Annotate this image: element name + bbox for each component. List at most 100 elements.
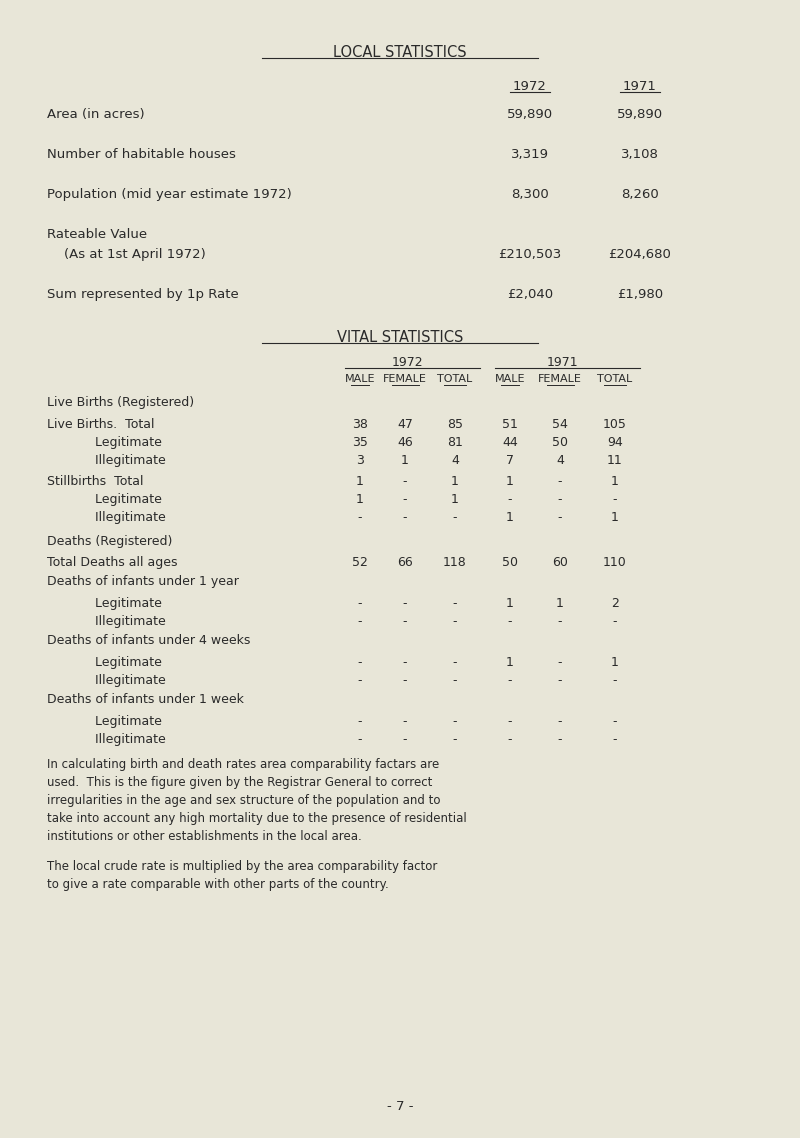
Text: - 7 -: - 7 - — [386, 1100, 414, 1113]
Text: £204,680: £204,680 — [609, 248, 671, 261]
Text: 47: 47 — [397, 418, 413, 431]
Text: -: - — [358, 674, 362, 687]
Text: 11: 11 — [607, 454, 623, 467]
Text: -: - — [358, 511, 362, 523]
Text: MALE: MALE — [345, 374, 375, 384]
Text: MALE: MALE — [494, 374, 526, 384]
Text: 1: 1 — [506, 475, 514, 488]
Text: -: - — [453, 733, 458, 747]
Text: -: - — [402, 733, 407, 747]
Text: 81: 81 — [447, 436, 463, 450]
Text: Legitimate: Legitimate — [47, 715, 162, 728]
Text: 105: 105 — [603, 418, 627, 431]
Text: 8,300: 8,300 — [511, 188, 549, 201]
Text: -: - — [402, 655, 407, 669]
Text: Deaths (Registered): Deaths (Registered) — [47, 535, 172, 549]
Text: 8,260: 8,260 — [621, 188, 659, 201]
Text: 1: 1 — [556, 597, 564, 610]
Text: Sum represented by 1p Rate: Sum represented by 1p Rate — [47, 288, 238, 300]
Text: -: - — [453, 655, 458, 669]
Text: -: - — [358, 597, 362, 610]
Text: 1: 1 — [611, 475, 619, 488]
Text: 51: 51 — [502, 418, 518, 431]
Text: 118: 118 — [443, 556, 467, 569]
Text: In calculating birth and death rates area comparability factars are
used.  This : In calculating birth and death rates are… — [47, 758, 466, 843]
Text: £210,503: £210,503 — [498, 248, 562, 261]
Text: 1: 1 — [611, 511, 619, 523]
Text: 46: 46 — [397, 436, 413, 450]
Text: 1971: 1971 — [546, 356, 578, 369]
Text: 3: 3 — [356, 454, 364, 467]
Text: Legitimate: Legitimate — [47, 655, 162, 669]
Text: 1: 1 — [506, 511, 514, 523]
Text: -: - — [558, 615, 562, 628]
Text: Legitimate: Legitimate — [47, 436, 162, 450]
Text: Illegitimate: Illegitimate — [47, 674, 166, 687]
Text: Rateable Value: Rateable Value — [47, 228, 147, 241]
Text: -: - — [358, 733, 362, 747]
Text: (As at 1st April 1972): (As at 1st April 1972) — [47, 248, 206, 261]
Text: The local crude rate is multiplied by the area comparability factor
to give a ra: The local crude rate is multiplied by th… — [47, 860, 438, 891]
Text: Stillbirths  Total: Stillbirths Total — [47, 475, 143, 488]
Text: Deaths of infants under 1 year: Deaths of infants under 1 year — [47, 575, 239, 588]
Text: -: - — [508, 733, 512, 747]
Text: -: - — [613, 493, 618, 506]
Text: Population (mid year estimate 1972): Population (mid year estimate 1972) — [47, 188, 292, 201]
Text: -: - — [558, 475, 562, 488]
Text: 1: 1 — [506, 655, 514, 669]
Text: -: - — [402, 475, 407, 488]
Text: 1: 1 — [611, 655, 619, 669]
Text: 54: 54 — [552, 418, 568, 431]
Text: -: - — [358, 655, 362, 669]
Text: -: - — [508, 615, 512, 628]
Text: -: - — [453, 674, 458, 687]
Text: -: - — [508, 493, 512, 506]
Text: -: - — [558, 655, 562, 669]
Text: Legitimate: Legitimate — [47, 493, 162, 506]
Text: 44: 44 — [502, 436, 518, 450]
Text: 1: 1 — [356, 475, 364, 488]
Text: 1: 1 — [451, 493, 459, 506]
Text: -: - — [453, 597, 458, 610]
Text: -: - — [402, 715, 407, 728]
Text: VITAL STATISTICS: VITAL STATISTICS — [337, 330, 463, 345]
Text: 1971: 1971 — [623, 80, 657, 93]
Text: -: - — [613, 674, 618, 687]
Text: 4: 4 — [556, 454, 564, 467]
Text: -: - — [402, 674, 407, 687]
Text: Deaths of infants under 4 weeks: Deaths of infants under 4 weeks — [47, 634, 250, 648]
Text: -: - — [613, 733, 618, 747]
Text: Live Births (Registered): Live Births (Registered) — [47, 396, 194, 409]
Text: -: - — [558, 715, 562, 728]
Text: 59,890: 59,890 — [617, 108, 663, 121]
Text: -: - — [453, 511, 458, 523]
Text: £2,040: £2,040 — [507, 288, 553, 300]
Text: 50: 50 — [552, 436, 568, 450]
Text: -: - — [402, 615, 407, 628]
Text: -: - — [558, 493, 562, 506]
Text: 59,890: 59,890 — [507, 108, 553, 121]
Text: TOTAL: TOTAL — [598, 374, 633, 384]
Text: -: - — [508, 674, 512, 687]
Text: Legitimate: Legitimate — [47, 597, 162, 610]
Text: FEMALE: FEMALE — [538, 374, 582, 384]
Text: 1972: 1972 — [392, 356, 423, 369]
Text: Illegitimate: Illegitimate — [47, 511, 166, 523]
Text: 66: 66 — [397, 556, 413, 569]
Text: 50: 50 — [502, 556, 518, 569]
Text: -: - — [358, 615, 362, 628]
Text: Deaths of infants under 1 week: Deaths of infants under 1 week — [47, 693, 244, 706]
Text: -: - — [453, 615, 458, 628]
Text: -: - — [358, 715, 362, 728]
Text: -: - — [402, 493, 407, 506]
Text: -: - — [402, 511, 407, 523]
Text: £1,980: £1,980 — [617, 288, 663, 300]
Text: -: - — [558, 674, 562, 687]
Text: -: - — [558, 511, 562, 523]
Text: -: - — [508, 715, 512, 728]
Text: 4: 4 — [451, 454, 459, 467]
Text: 3,108: 3,108 — [621, 148, 659, 160]
Text: Number of habitable houses: Number of habitable houses — [47, 148, 236, 160]
Text: 85: 85 — [447, 418, 463, 431]
Text: 1: 1 — [451, 475, 459, 488]
